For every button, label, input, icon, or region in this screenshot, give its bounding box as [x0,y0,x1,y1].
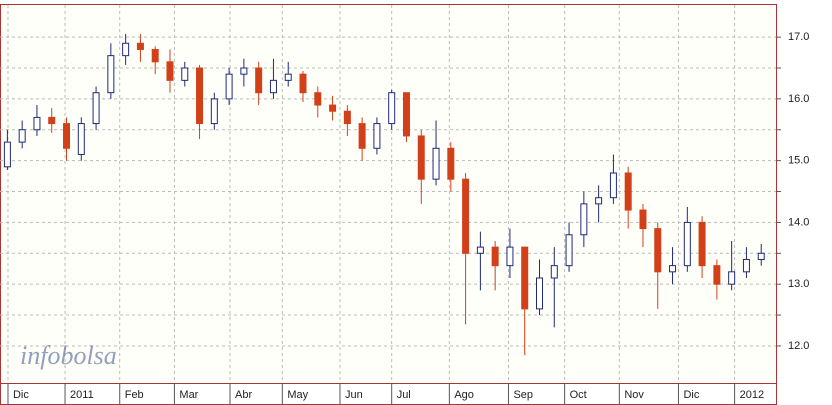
x-tick-label: Ago [454,389,474,401]
candle-body [565,234,573,267]
candle-body [181,67,189,81]
candle-body [476,246,484,254]
candle-body [314,92,322,106]
candle-body [639,209,647,230]
candle-body [417,135,425,180]
candle-body [18,129,26,143]
candle-body [358,123,366,149]
x-tick-label: Oct [570,389,587,401]
candle-body [624,172,632,211]
plot-area [0,4,777,384]
candle-body [284,73,292,81]
candle-body [447,147,455,180]
x-tick-label: May [287,389,308,401]
candle-body [269,79,277,94]
candle-body [402,92,410,137]
x-tick-label: Jun [345,389,363,401]
candle-body [329,104,337,112]
x-tick-label: Sep [513,389,533,401]
x-tick-label: 2011 [70,389,94,401]
y-tick-label: 14.0 [788,216,809,228]
candle-body [462,178,470,254]
candle-body [654,228,662,273]
x-tick-label: Dic [13,389,29,401]
candle-body [388,92,396,125]
x-tick-label: Dic [683,389,699,401]
candle-body [609,172,617,199]
candle-body [240,67,248,75]
y-tick-label: 12.0 [788,340,809,352]
candle-body [196,67,204,125]
y-tick-label: 15.0 [788,155,809,167]
candle-body [151,48,159,63]
candle-body [92,92,100,125]
candle-body [166,61,174,81]
candle-body [432,147,440,180]
candle-body [728,271,736,285]
candle-body [107,55,115,94]
candle-body [713,265,721,285]
candle-body [210,98,218,125]
candle-body [373,123,381,149]
candle-body [299,73,307,94]
candle-body [683,221,691,267]
candle-body [698,221,706,267]
candle-body [521,246,529,310]
x-tick-label: Jul [397,389,411,401]
candle-body [136,42,144,50]
x-axis-strip [0,383,777,405]
candle-body [343,110,351,125]
candle-body [506,246,514,267]
candle-body [225,73,233,100]
candle-body [3,141,11,168]
candle-body [48,116,56,125]
watermark: infobolsa [20,341,117,370]
candle-body [491,246,499,267]
x-tick-label: 2012 [740,389,764,401]
candle-body [669,265,677,273]
y-tick-label: 17.0 [788,31,809,43]
candle-body [63,123,71,149]
candle-body [536,277,544,310]
candle-body [255,67,263,94]
y-tick-label: 13.0 [788,278,809,290]
candle-body [33,116,41,131]
candle-body [550,265,558,279]
candle-body [122,42,130,57]
candle-body [580,203,588,236]
x-tick-label: Mar [179,389,198,401]
candle-body [742,258,750,273]
candle-body [77,123,85,155]
y-tick-label: 16.0 [788,93,809,105]
x-tick-label: Abr [235,389,252,401]
candle-body [757,252,765,260]
x-tick-label: Nov [624,389,644,401]
candle-body [595,197,603,205]
x-tick-label: Feb [125,389,144,401]
